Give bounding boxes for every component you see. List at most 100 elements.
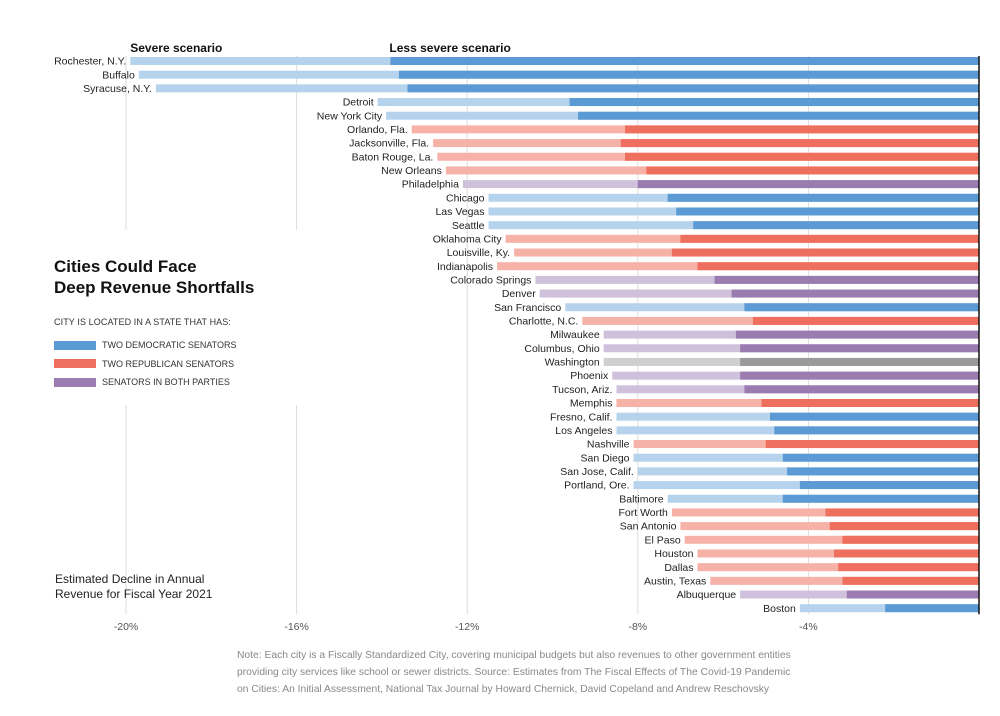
city-label-milwaukee: Milwaukee bbox=[550, 329, 600, 341]
bar-less-severe-washington bbox=[740, 357, 979, 366]
legend-swatch-democratic bbox=[54, 340, 96, 350]
bar-severe-el-paso bbox=[684, 535, 979, 544]
bar-less-severe-columbus-ohio bbox=[740, 344, 979, 353]
city-label-charlotte-n-c: Charlotte, N.C. bbox=[509, 316, 578, 328]
chart-title: Cities Could Face Deep Revenue Shortfall… bbox=[54, 256, 314, 298]
city-label-rochester-n-y: Rochester, N.Y. bbox=[54, 56, 126, 68]
city-label-denver: Denver bbox=[502, 288, 536, 300]
bar-less-severe-portland-ore bbox=[799, 481, 979, 490]
legend-label-democratic: TWO DEMOCRATIC SENATORS bbox=[102, 340, 237, 351]
legend-label-republican: TWO REPUBLICAN SENATORS bbox=[102, 358, 235, 369]
bar-less-severe-san-francisco bbox=[744, 303, 979, 312]
bar-less-severe-milwaukee bbox=[735, 330, 979, 339]
severe-scenario-label: Severe scenario bbox=[130, 41, 222, 55]
city-label-portland-ore: Portland, Ore. bbox=[564, 480, 629, 492]
bar-less-severe-syracuse-n-y bbox=[407, 84, 979, 93]
bar-less-severe-baton-rouge-la bbox=[625, 152, 979, 161]
legend-label-mixed: SENATORS IN BOTH PARTIES bbox=[102, 377, 230, 388]
tick-label-16: -16% bbox=[284, 621, 309, 633]
legend-heading: CITY IS LOCATED IN A STATE THAT HAS: bbox=[54, 317, 231, 327]
bar-less-severe-el-paso bbox=[842, 535, 979, 544]
bar-less-severe-orlando-fla bbox=[625, 125, 979, 134]
bar-less-severe-austin-texas bbox=[842, 576, 979, 585]
city-label-indianapolis: Indianapolis bbox=[437, 261, 493, 273]
city-label-austin-texas: Austin, Texas bbox=[644, 575, 706, 587]
city-label-memphis: Memphis bbox=[570, 398, 613, 410]
bar-less-severe-new-orleans bbox=[646, 166, 979, 175]
city-label-baltimore: Baltimore bbox=[619, 493, 664, 505]
tick-label-8: -8% bbox=[628, 621, 647, 633]
city-label-el-paso: El Paso bbox=[645, 534, 681, 546]
bar-less-severe-detroit bbox=[569, 98, 979, 107]
city-label-los-angeles: Los Angeles bbox=[555, 425, 612, 437]
city-labels: Rochester, N.Y.Buffalo Syracuse, N.Y. Detr… bbox=[54, 56, 796, 615]
city-label-philadelphia: Philadelphia bbox=[402, 179, 459, 191]
bar-less-severe-chicago bbox=[667, 193, 979, 202]
bar-less-severe-albuquerque bbox=[846, 590, 979, 599]
tick-label-20: -20% bbox=[114, 621, 139, 633]
city-label-dallas: Dallas bbox=[664, 562, 693, 574]
bar-less-severe-rochester-n-y bbox=[390, 57, 979, 65]
bar-less-severe-indianapolis bbox=[697, 262, 979, 271]
bar-severe-fort-worth bbox=[671, 508, 979, 517]
bar-less-severe-charlotte-n-c bbox=[752, 316, 979, 325]
city-label-fort-worth: Fort Worth bbox=[619, 507, 669, 519]
city-label-chicago: Chicago bbox=[446, 192, 485, 204]
legend: CITY IS LOCATED IN A STATE THAT HAS: TWO… bbox=[54, 317, 237, 392]
bar-less-severe-las-vegas bbox=[676, 207, 979, 216]
city-label-albuquerque: Albuquerque bbox=[677, 589, 737, 601]
city-label-orlando-fla: Orlando, Fla. bbox=[347, 124, 408, 136]
bar-less-severe-fresno-calif bbox=[770, 412, 979, 421]
bar-less-severe-buffalo bbox=[398, 70, 980, 79]
bar-less-severe-jacksonville-fla bbox=[620, 139, 979, 148]
bar-less-severe-nashville bbox=[765, 440, 979, 449]
bar-less-severe-san-antonio bbox=[829, 522, 979, 531]
city-label-san-diego: San Diego bbox=[580, 452, 629, 464]
city-label-syracuse-n-y: Syracuse, N.Y. bbox=[83, 83, 152, 95]
city-label-new-orleans: New Orleans bbox=[381, 165, 442, 177]
city-label-san-jose-calif: San Jose, Calif. bbox=[560, 466, 634, 478]
city-label-houston: Houston bbox=[654, 548, 693, 560]
chart-title-line-2: Deep Revenue Shortfalls bbox=[54, 278, 255, 297]
bar-less-severe-baltimore bbox=[782, 494, 979, 503]
bar-less-severe-boston bbox=[885, 604, 979, 613]
legend-swatch-republican bbox=[54, 359, 96, 369]
legend-item-republican: TWO REPUBLICAN SENATORS bbox=[54, 355, 237, 374]
revenue-decline-chart: Rochester, N.Y.Buffalo Syracuse, N.Y. Detr… bbox=[54, 41, 980, 633]
city-label-san-francisco: San Francisco bbox=[494, 302, 561, 314]
city-label-detroit: Detroit bbox=[343, 97, 374, 109]
city-label-washington: Washington bbox=[545, 357, 600, 369]
bar-less-severe-fort-worth bbox=[825, 508, 979, 517]
bar-less-severe-dallas bbox=[838, 563, 979, 572]
bar-less-severe-new-york-city bbox=[578, 111, 979, 120]
bar-less-severe-philadelphia bbox=[637, 180, 979, 189]
bar-less-severe-colorado-springs bbox=[714, 275, 979, 284]
bar-less-severe-oklahoma-city bbox=[680, 234, 979, 243]
y-axis-label-line-2: Revenue for Fiscal Year 2021 bbox=[55, 587, 213, 601]
city-label-colorado-springs: Colorado Springs bbox=[450, 274, 531, 286]
bars bbox=[130, 56, 980, 615]
bar-less-severe-phoenix bbox=[740, 371, 979, 380]
city-label-las-vegas: Las Vegas bbox=[435, 206, 484, 218]
city-label-nashville: Nashville bbox=[587, 439, 630, 451]
city-label-fresno-calif: Fresno, Calif. bbox=[550, 411, 612, 423]
tick-label-12: -12% bbox=[455, 621, 480, 633]
city-label-seattle: Seattle bbox=[452, 220, 485, 232]
bar-less-severe-louisville-ky bbox=[671, 248, 979, 257]
city-label-louisville-ky: Louisville, Ky. bbox=[447, 247, 510, 259]
bar-less-severe-san-jose-calif bbox=[787, 467, 979, 476]
less-severe-scenario-label: Less severe scenario bbox=[389, 41, 510, 55]
city-label-san-antonio: San Antonio bbox=[620, 521, 677, 533]
tick-label-4: -4% bbox=[799, 621, 818, 633]
city-label-new-york-city: New York City bbox=[317, 110, 383, 122]
city-label-buffalo: Buffalo bbox=[102, 69, 135, 81]
y-axis-label-line-1: Estimated Decline in Annual bbox=[55, 572, 205, 586]
x-axis-ticks: -20% -16% -12% -8% -4% bbox=[114, 621, 818, 633]
source-note: Note: Each city is a Fiscally Standardiz… bbox=[237, 650, 791, 695]
legend-swatch-mixed bbox=[54, 377, 96, 387]
bar-less-severe-tucson-ariz bbox=[744, 385, 979, 394]
y-axis-label: Estimated Decline in Annual Revenue for … bbox=[55, 572, 212, 602]
bar-less-severe-los-angeles bbox=[774, 426, 979, 435]
bar-less-severe-seattle bbox=[693, 221, 979, 230]
city-label-phoenix: Phoenix bbox=[570, 370, 609, 382]
